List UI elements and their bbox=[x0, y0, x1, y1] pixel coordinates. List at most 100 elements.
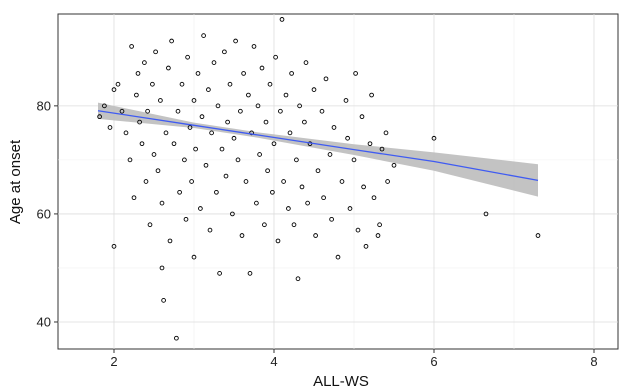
x-tick-label: 2 bbox=[110, 354, 117, 369]
data-point bbox=[225, 119, 230, 125]
data-point bbox=[327, 152, 333, 157]
y-tick-label: 60 bbox=[37, 206, 51, 221]
data-point bbox=[275, 238, 281, 244]
y-tick-label: 80 bbox=[37, 98, 51, 113]
data-point bbox=[295, 276, 301, 282]
data-point bbox=[383, 130, 389, 136]
x-tick-label: 4 bbox=[270, 354, 277, 369]
data-point bbox=[355, 227, 361, 233]
data-point bbox=[254, 200, 259, 206]
data-point bbox=[179, 81, 185, 87]
data-point bbox=[183, 216, 189, 222]
data-point bbox=[231, 135, 237, 141]
data-point bbox=[219, 146, 225, 152]
data-point bbox=[123, 130, 129, 136]
data-point bbox=[343, 98, 349, 103]
data-point bbox=[267, 81, 273, 87]
data-point bbox=[119, 108, 125, 114]
data-point bbox=[241, 71, 246, 76]
data-point bbox=[159, 265, 165, 271]
data-point bbox=[135, 71, 141, 76]
data-point bbox=[102, 103, 107, 109]
data-point bbox=[161, 298, 166, 303]
fit-line-layer bbox=[97, 110, 539, 182]
data-point bbox=[153, 49, 158, 55]
x-tick-label: 6 bbox=[430, 354, 437, 369]
data-point bbox=[315, 168, 321, 174]
data-point bbox=[222, 49, 227, 55]
data-point bbox=[369, 92, 374, 98]
data-point bbox=[155, 168, 161, 174]
data-point bbox=[174, 335, 179, 341]
data-point bbox=[535, 233, 541, 238]
data-point bbox=[247, 271, 253, 276]
y-tick-label: 40 bbox=[37, 314, 51, 329]
data-point bbox=[335, 254, 341, 260]
data-point bbox=[339, 179, 345, 184]
data-point bbox=[189, 179, 194, 184]
data-point bbox=[379, 146, 385, 152]
data-point bbox=[331, 125, 337, 130]
data-point bbox=[214, 189, 219, 195]
data-point bbox=[249, 130, 254, 136]
data-point bbox=[145, 108, 150, 114]
data-point bbox=[198, 206, 203, 211]
data-point bbox=[270, 189, 275, 195]
data-point bbox=[235, 157, 241, 163]
regression-line bbox=[97, 110, 539, 182]
data-point bbox=[279, 17, 285, 22]
data-point bbox=[142, 60, 147, 65]
data-point bbox=[143, 179, 149, 184]
y-axis-title: Age at onset bbox=[7, 139, 24, 224]
data-point bbox=[371, 195, 377, 201]
data-point bbox=[150, 81, 155, 87]
data-point bbox=[319, 108, 325, 114]
data-point bbox=[167, 238, 173, 244]
data-point bbox=[255, 103, 261, 109]
data-point bbox=[215, 103, 221, 109]
data-points bbox=[97, 17, 541, 341]
data-point bbox=[191, 254, 197, 260]
grid bbox=[58, 14, 618, 349]
data-point bbox=[177, 189, 182, 195]
data-point bbox=[303, 60, 309, 65]
data-point bbox=[345, 135, 350, 141]
data-point bbox=[159, 200, 165, 206]
data-point bbox=[291, 222, 297, 228]
data-point bbox=[265, 168, 270, 174]
data-point bbox=[230, 211, 235, 217]
data-point bbox=[201, 33, 206, 38]
data-point bbox=[278, 108, 283, 114]
data-point bbox=[243, 179, 249, 184]
data-point bbox=[302, 119, 307, 125]
data-point bbox=[251, 44, 257, 49]
data-point bbox=[169, 38, 174, 44]
data-point bbox=[287, 130, 293, 136]
data-point bbox=[283, 92, 289, 98]
data-point bbox=[175, 108, 181, 114]
data-point bbox=[329, 216, 334, 222]
data-point bbox=[321, 195, 326, 201]
data-point bbox=[239, 233, 245, 238]
data-point bbox=[187, 125, 193, 130]
data-point bbox=[111, 87, 117, 92]
data-point bbox=[377, 222, 382, 228]
data-point bbox=[347, 206, 353, 211]
data-point bbox=[363, 243, 369, 249]
data-point bbox=[385, 179, 390, 184]
data-point bbox=[209, 130, 214, 136]
axis-ticks: 2 4 6 8 40 60 80 bbox=[37, 98, 598, 369]
data-point bbox=[193, 146, 198, 152]
data-point bbox=[171, 141, 177, 147]
data-point bbox=[134, 92, 139, 98]
data-point bbox=[361, 184, 366, 190]
data-point bbox=[203, 162, 209, 168]
data-point bbox=[206, 87, 211, 92]
x-axis-title: ALL-WS bbox=[313, 373, 369, 390]
data-point bbox=[313, 233, 318, 238]
confidence-band bbox=[98, 102, 538, 197]
data-point bbox=[311, 87, 317, 92]
data-point bbox=[238, 108, 243, 114]
data-point bbox=[305, 200, 310, 206]
